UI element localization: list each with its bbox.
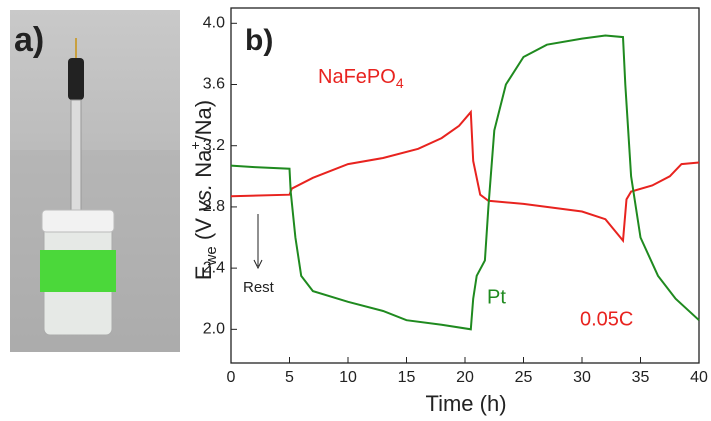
electrode-cap <box>68 58 84 100</box>
series-line <box>230 109 700 244</box>
y-axis-label-part: (V <box>191 212 216 246</box>
y-tick-label: 2.8 <box>203 198 225 215</box>
y-axis-label-part: vs. <box>191 184 216 212</box>
x-tick-label: 10 <box>339 369 357 386</box>
x-tick-label: 35 <box>632 369 650 386</box>
x-tick-label: 5 <box>285 369 294 386</box>
series-line <box>230 34 700 331</box>
x-tick-label: 30 <box>573 369 591 386</box>
annotation: 0.05C <box>580 308 633 330</box>
y-axis-label-part: + <box>187 141 203 149</box>
x-tick-label: 0 <box>227 369 236 386</box>
y-tick-label: 4.0 <box>203 15 225 32</box>
y-axis-label-part: Na <box>191 149 216 184</box>
x-tick-label: 25 <box>515 369 533 386</box>
y-axis-label-part: we <box>203 246 220 266</box>
x-tick-label: 15 <box>398 369 416 386</box>
panel-label: a) <box>14 21 44 59</box>
photo <box>10 10 180 352</box>
x-tick-label: 40 <box>690 369 708 386</box>
x-axis-label: Time (h) <box>425 391 506 416</box>
y-axis-label: Ewe (V vs. Na+/Na) <box>187 100 220 280</box>
vial-label <box>40 250 116 292</box>
annotation: Rest <box>243 279 275 296</box>
series-label: Pt <box>487 286 506 308</box>
y-tick-label: 3.2 <box>203 137 225 154</box>
rest-arrowhead <box>253 259 263 270</box>
y-tick-label: 2.4 <box>203 259 225 276</box>
y-tick-label: 2.0 <box>203 321 225 338</box>
y-tick-label: 3.6 <box>203 76 225 93</box>
vial-cap <box>41 209 115 233</box>
y-axis-label-part: /Na) <box>191 100 216 142</box>
x-tick-label: 20 <box>456 369 474 386</box>
y-axis-label-part: E <box>191 265 216 280</box>
series-label: NaFePO4 <box>318 66 404 90</box>
panel-label: b) <box>245 24 273 57</box>
